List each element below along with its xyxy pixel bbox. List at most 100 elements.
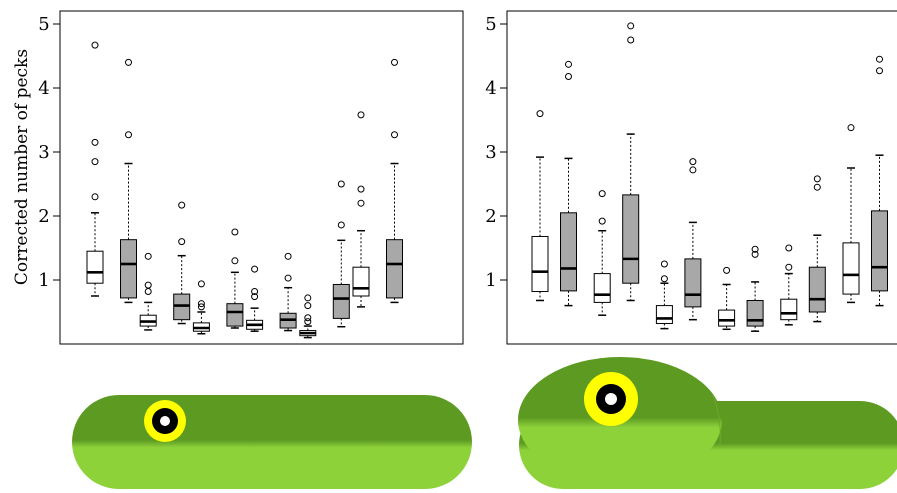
outlier-point <box>304 294 312 302</box>
plot-2: 1 2 3 4 5 <box>485 14 888 332</box>
box <box>560 212 577 292</box>
box <box>352 266 370 297</box>
box <box>86 250 104 284</box>
outlier-point <box>251 265 259 273</box>
outlier-point <box>91 158 99 166</box>
outlier-point <box>598 217 606 225</box>
y-tick-label: 4 <box>38 78 49 99</box>
outlier-point <box>391 131 398 139</box>
box <box>684 258 702 308</box>
outlier-point <box>197 303 205 311</box>
box <box>593 273 611 303</box>
outlier-point <box>337 221 345 229</box>
box <box>871 210 888 292</box>
outlier-point <box>337 180 345 188</box>
box-plot-white <box>655 260 673 330</box>
outlier-point <box>627 36 635 44</box>
box-plot-white <box>246 265 264 332</box>
y-tick-label: 1 <box>485 270 496 291</box>
outlier-point <box>284 252 292 260</box>
box-plot-white <box>531 110 549 302</box>
outlier-point <box>251 288 259 296</box>
box <box>718 309 736 327</box>
bumped-stimulus-head-outline <box>712 394 721 446</box>
outlier-point <box>751 245 759 253</box>
y-tick-label: 4 <box>485 78 496 99</box>
outlier-point <box>251 293 259 301</box>
plot-2-frame <box>506 10 897 345</box>
flat-stimulus-body <box>72 395 472 489</box>
flat-stimulus-eye-highlight <box>160 416 170 426</box>
outlier-point <box>144 252 152 260</box>
box-plot-white <box>718 266 736 331</box>
box-plot-gray <box>622 22 640 302</box>
y-tick-label: 3 <box>38 142 49 163</box>
y-tick-label: 5 <box>38 14 49 35</box>
plot-1-frame <box>59 10 464 345</box>
outlier-point <box>178 201 186 209</box>
flat-stimulus-illustration <box>72 395 472 489</box>
outlier-point <box>91 193 99 201</box>
outlier-point <box>660 275 668 283</box>
box-plot-white <box>139 252 157 331</box>
outlier-point <box>723 266 731 274</box>
box <box>655 305 673 325</box>
y-tick-label: 1 <box>38 270 49 291</box>
outlier-point <box>304 318 312 326</box>
outlier-point <box>125 58 132 66</box>
box-plot-white <box>780 244 798 326</box>
outlier-point <box>689 158 697 166</box>
box <box>386 239 403 299</box>
outlier-point <box>304 302 312 310</box>
outlier-point <box>197 300 205 308</box>
outlier-point <box>357 185 365 193</box>
bumped-stimulus-eye-highlight <box>605 393 617 405</box>
box-plot-gray <box>386 58 403 304</box>
y-tick-label: 3 <box>485 142 496 163</box>
box-plot-gray <box>332 180 350 328</box>
y-tick-label: 2 <box>485 206 496 227</box>
box-plot-white <box>192 280 210 335</box>
box <box>842 242 860 295</box>
outlier-point <box>91 41 99 49</box>
box-plot-white <box>842 124 860 304</box>
box <box>746 299 764 327</box>
y-tick-label: 2 <box>38 206 49 227</box>
outlier-point <box>876 55 883 63</box>
box-plot-white <box>86 41 104 297</box>
outlier-point <box>813 175 821 183</box>
outlier-point <box>231 257 239 265</box>
outlier-point <box>660 260 668 268</box>
outlier-point <box>847 124 855 132</box>
outlier-point <box>125 131 132 139</box>
box-plot-gray <box>808 175 826 323</box>
outlier-point <box>813 183 821 191</box>
box <box>780 298 798 321</box>
plots-layer: 1 2 3 4 5 1 2 3 4 5 <box>38 14 888 339</box>
box <box>120 239 137 299</box>
y-tick-label: 5 <box>485 14 496 35</box>
outlier-point <box>144 288 152 296</box>
outlier-point <box>391 58 398 66</box>
box-plot-gray <box>226 228 244 329</box>
outlier-point <box>197 280 205 288</box>
y-axis-label: Corrected number of pecks <box>12 49 32 285</box>
box-plot-gray <box>560 60 577 307</box>
outlier-point <box>536 110 544 118</box>
outlier-point <box>689 166 697 174</box>
outlier-point <box>284 274 292 282</box>
box-plot-white <box>352 111 370 308</box>
box-plot-gray <box>173 201 191 325</box>
outlier-point <box>627 22 635 30</box>
outlier-point <box>876 67 883 75</box>
outlier-point <box>357 199 365 207</box>
box <box>622 194 640 284</box>
box-plot-gray <box>120 58 137 304</box>
outlier-point <box>751 250 759 258</box>
box-plot-gray <box>684 158 702 321</box>
outlier-point <box>144 281 152 289</box>
box-plot-gray <box>871 55 888 307</box>
outlier-point <box>565 60 572 68</box>
outlier-point <box>357 111 365 119</box>
